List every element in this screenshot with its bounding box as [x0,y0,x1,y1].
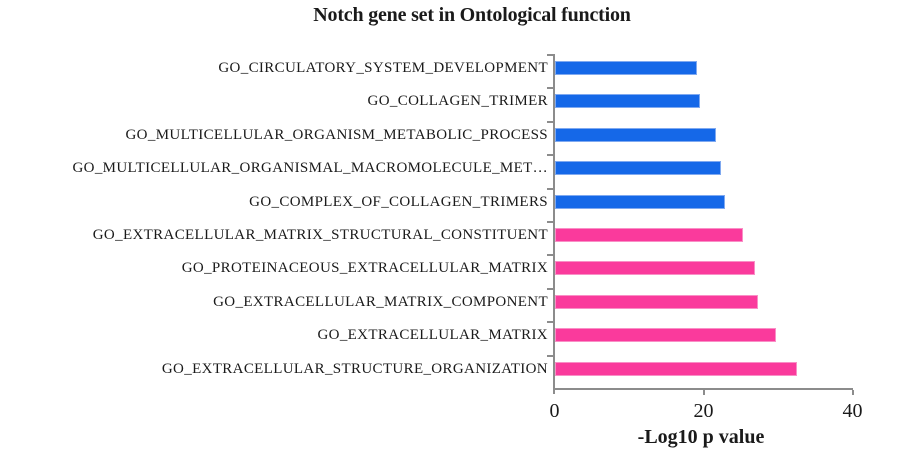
category-label: GO_COMPLEX_OF_COLLAGEN_TRIMERS [249,193,548,210]
bar-blue [555,161,722,176]
y-axis-tick [547,54,553,56]
category-label: GO_EXTRACELLULAR_MATRIX_STRUCTURAL_CONST… [92,227,548,243]
y-axis-tick [547,120,553,123]
x-tick-label: 20 [693,400,714,422]
bar-blue [555,127,716,142]
x-axis-tick [702,390,705,395]
bar-pink [555,328,777,343]
y-axis-tick [547,287,553,290]
category-label: GO_MULTICELLULAR_ORGANISMAL_MACROMOLECUL… [72,160,548,177]
y-axis-line [553,54,555,394]
category-label: GO_EXTRACELLULAR_STRUCTURE_ORGANIZATION [161,360,548,377]
bar-blue [555,94,700,109]
y-axis-tick [547,221,553,223]
category-label: GO_MULTICELLULAR_ORGANISM_METABOLIC_PROC… [125,126,548,143]
x-tick-label: 40 [842,400,863,422]
x-axis-line [553,388,853,390]
y-axis-tick [547,187,553,190]
y-axis-tick [547,87,553,90]
bar-blue [555,194,725,209]
y-axis-tick [547,321,553,324]
y-axis-tick [547,154,553,157]
category-label: GO_PROTEINACEOUS_EXTRACELLULAR_MATRIX [181,260,548,277]
y-axis-tick [547,254,553,257]
category-label: GO_EXTRACELLULAR_MATRIX [317,327,548,344]
bar-blue [555,61,698,75]
bar-pink [555,228,743,242]
x-axis-title: -Log10 p value [637,426,765,448]
x-axis-tick [851,390,854,395]
bar-pink [555,294,758,309]
category-label: GO_EXTRACELLULAR_MATRIX_COMPONENT [213,293,548,310]
chart-title: Notch gene set in Ontological function [313,4,631,26]
category-label: GO_COLLAGEN_TRIMER [367,93,548,110]
bar-pink [555,361,798,376]
bar-pink [555,261,756,276]
x-tick-label: 0 [549,400,560,422]
category-label: GO_CIRCULATORY_SYSTEM_DEVELOPMENT [218,60,548,76]
y-axis-tick [547,354,553,357]
